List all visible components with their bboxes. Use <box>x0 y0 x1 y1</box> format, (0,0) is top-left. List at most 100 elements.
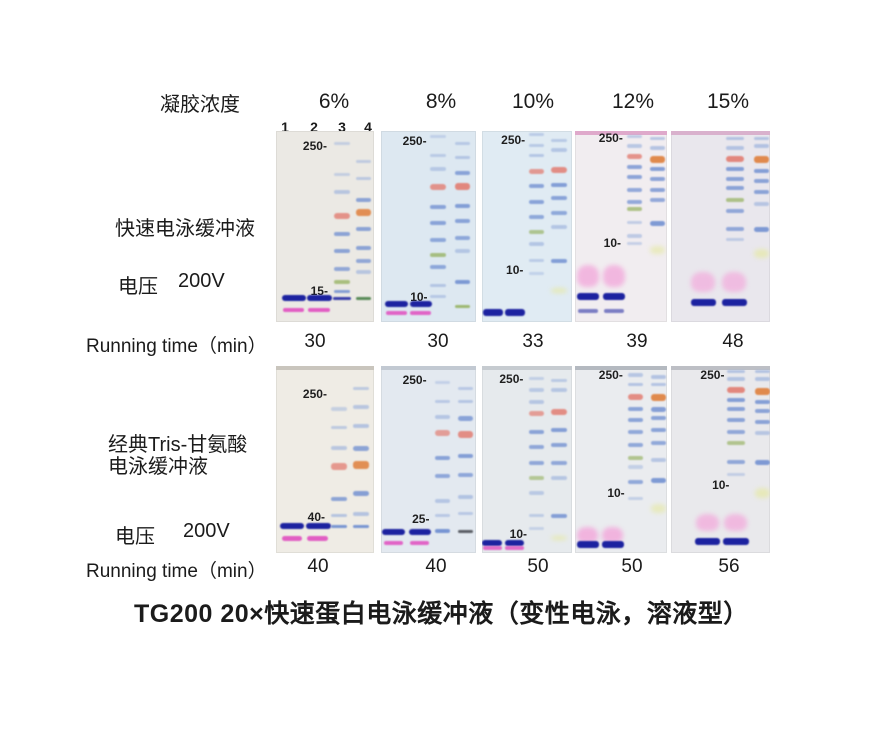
gel-band <box>430 167 446 171</box>
gel-band <box>576 293 599 301</box>
gel-band <box>528 241 545 246</box>
gel-band <box>384 300 408 307</box>
gel-photo-fast-6pct: 250- 15- <box>276 131 374 322</box>
gel-band <box>306 523 331 529</box>
gel-band <box>528 144 545 148</box>
gel-band <box>330 524 347 529</box>
gel-top-edge <box>575 366 667 370</box>
gel-band <box>333 266 351 271</box>
gel-band <box>727 369 746 374</box>
gel-band <box>628 382 644 387</box>
gel-band <box>727 377 746 381</box>
gel-band <box>409 540 429 546</box>
gel-band <box>353 446 370 452</box>
running-time-label-row1: Running time（min） <box>86 336 267 357</box>
gel-top-edge <box>671 366 770 370</box>
gel-band <box>628 496 644 501</box>
gel-band <box>754 190 769 195</box>
gel-band <box>430 283 446 288</box>
gel-band <box>651 416 667 421</box>
gel-band <box>754 169 769 174</box>
gel-band <box>650 245 666 254</box>
gel-band <box>551 536 567 541</box>
gel-band <box>430 184 446 191</box>
lane-number-4: 4 <box>364 119 372 135</box>
gel-band <box>627 134 643 138</box>
gel-band <box>356 209 372 217</box>
gel-band <box>333 190 351 194</box>
gel-band <box>482 539 502 546</box>
gel-band <box>651 394 667 402</box>
concentration-12pct: 12% <box>611 90 655 113</box>
gel-band <box>528 258 545 263</box>
gel-band <box>628 429 644 434</box>
running-time-row2-8pct: 40 <box>425 556 447 577</box>
gel-band <box>455 203 471 209</box>
running-time-row2-12pct: 50 <box>621 556 643 577</box>
gel-band <box>457 511 474 516</box>
gel-band <box>754 249 769 259</box>
gel-band <box>627 220 643 225</box>
gel-band <box>333 249 351 254</box>
gel-band <box>455 155 471 160</box>
gel-band <box>551 476 567 481</box>
gel-photo-fast-8pct: 250- 10- <box>381 131 476 322</box>
gel-band <box>628 455 644 460</box>
gel-photo-classic-10pct: 250- 10- <box>482 366 572 553</box>
gel-band <box>551 138 567 142</box>
gel-band <box>551 442 567 447</box>
gel-band <box>690 272 715 293</box>
gel-band <box>505 308 526 316</box>
gel-band <box>726 237 745 242</box>
gel-band <box>457 495 474 500</box>
gel-band <box>455 249 471 254</box>
gel-band <box>528 399 545 404</box>
gel-band <box>651 440 667 445</box>
gel-band <box>528 377 545 381</box>
gel-band <box>754 136 769 141</box>
gel-band <box>528 476 545 481</box>
gel-marker-label: 40- <box>307 509 325 524</box>
gel-band <box>602 293 625 301</box>
gel-band <box>333 142 351 146</box>
gel-concentration-label: 凝胶浓度 <box>160 94 240 116</box>
gel-band <box>435 528 451 533</box>
running-time-row1-15pct: 48 <box>722 331 744 352</box>
gel-band <box>651 375 667 379</box>
gel-band <box>435 474 451 479</box>
gel-band <box>726 197 745 202</box>
gel-band <box>755 409 770 413</box>
gel-marker-label: 15- <box>310 283 328 298</box>
gel-band <box>755 487 770 498</box>
gel-band <box>650 176 666 181</box>
concentration-15pct: 15% <box>706 90 750 113</box>
gel-band <box>308 307 330 312</box>
running-time-row1-6pct: 30 <box>304 331 326 352</box>
gel-band <box>455 236 471 241</box>
gel-band <box>528 461 545 466</box>
gel-band <box>722 299 748 307</box>
gel-top-edge <box>671 131 770 135</box>
gel-marker-label: 250- <box>402 373 427 388</box>
gel-band <box>356 159 372 163</box>
gel-band <box>528 132 545 136</box>
gel-band <box>356 197 372 202</box>
gel-marker-label: 250- <box>700 367 725 382</box>
gel-band <box>409 300 433 307</box>
buffer-label-classic-line2: 电泳缓冲液 <box>108 456 208 478</box>
gel-band <box>723 538 750 546</box>
figure-title: TG200 20×快速蛋白电泳缓冲液（变性电泳，溶液型） <box>134 600 749 628</box>
gel-band <box>457 453 474 459</box>
gel-band <box>727 407 746 412</box>
gel-band <box>755 377 770 381</box>
gel-band <box>627 144 643 148</box>
gel-band <box>551 287 567 293</box>
gel-band <box>551 427 567 433</box>
gel-band <box>628 418 644 423</box>
gel-band <box>457 399 474 404</box>
gel-band <box>333 173 351 177</box>
gel-marker-label: 250- <box>402 133 427 148</box>
gel-band <box>482 546 502 551</box>
gel-band <box>455 304 471 309</box>
gel-band <box>333 232 351 237</box>
